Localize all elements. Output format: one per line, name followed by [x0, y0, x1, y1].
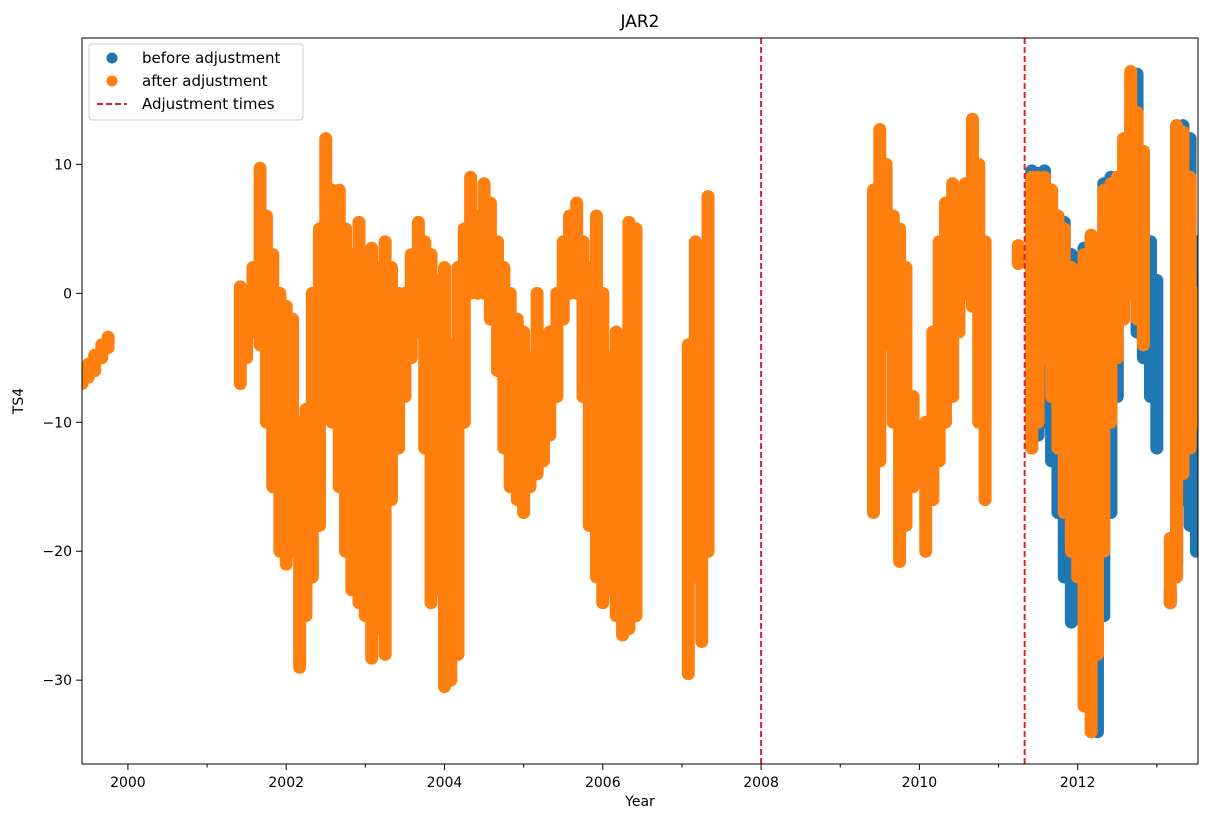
plot-area-frame — [81, 37, 1199, 765]
series-layer — [82, 65, 1198, 739]
y-axis-ticks: −30 −20 −10 0 10 — [42, 157, 82, 689]
y-axis-label: TS4 — [11, 388, 27, 415]
legend-box — [88, 43, 304, 121]
legend-marker-after — [106, 75, 118, 87]
y-tick-label: 0 — [63, 286, 72, 302]
chart-title: JAR2 — [620, 12, 660, 32]
x-tick-label: 2002 — [268, 775, 304, 791]
adjustment-lines — [760, 38, 1026, 764]
x-tick-label: 2012 — [1060, 775, 1096, 791]
y-tick-label: −20 — [42, 544, 72, 560]
legend-label-after: after adjustment — [142, 72, 268, 90]
x-axis-ticks: 2000 2002 2004 2006 2008 2010 2012 — [110, 764, 1158, 791]
legend: before adjustment after adjustment Adjus… — [88, 43, 304, 121]
x-tick-label: 2010 — [902, 775, 938, 791]
y-tick-label: −30 — [42, 673, 72, 689]
legend-label-before: before adjustment — [142, 49, 280, 67]
x-tick-label: 2000 — [110, 775, 146, 791]
legend-marker-before — [106, 52, 118, 64]
x-tick-label: 2006 — [585, 775, 621, 791]
series-after — [82, 65, 1198, 739]
x-axis-label: Year — [624, 794, 655, 810]
y-tick-label: −10 — [42, 415, 72, 431]
legend-label-adjustment: Adjustment times — [142, 95, 275, 113]
x-tick-label: 2008 — [743, 775, 779, 791]
y-tick-label: 10 — [54, 157, 72, 173]
x-tick-label: 2004 — [427, 775, 463, 791]
